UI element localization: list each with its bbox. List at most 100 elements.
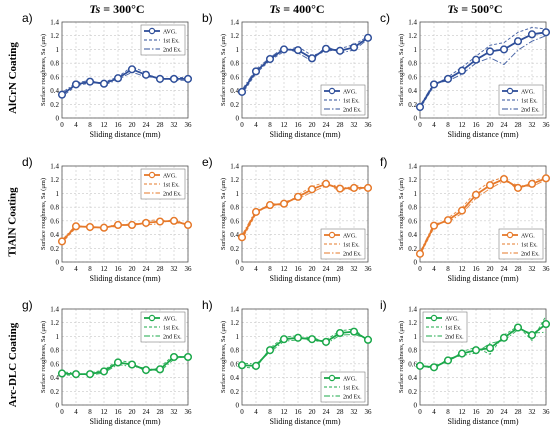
data-point-avg <box>237 361 247 370</box>
x-tick-label: 20 <box>309 121 317 129</box>
y-tick-label: 0.4 <box>230 87 239 95</box>
x-tick-label: 16 <box>473 408 481 416</box>
x-tick-label: 28 <box>337 265 345 273</box>
plot-frame <box>241 308 369 406</box>
panel-letter: i) <box>380 298 387 312</box>
legend-label: 1st Ex. <box>521 242 538 248</box>
y-tick-label: 0.2 <box>408 245 417 253</box>
x-tick-label: 24 <box>501 121 509 129</box>
y-tick-label: 0.6 <box>230 360 239 368</box>
x-tick-label: 12 <box>101 121 109 129</box>
legend-marker <box>148 171 156 179</box>
data-point-avg <box>321 44 331 53</box>
plot-frame <box>241 165 369 263</box>
x-tick-label: 4 <box>254 265 258 273</box>
data-point-avg <box>57 90 67 99</box>
legend-marker <box>328 231 336 239</box>
y-tick-label: 1.4 <box>50 19 59 27</box>
x-tick-label: 24 <box>501 265 509 273</box>
series-line-avg <box>61 219 189 243</box>
x-tick-label: 28 <box>337 408 345 416</box>
x-tick-label: 24 <box>143 265 151 273</box>
data-point-avg <box>141 70 151 79</box>
x-tick-label: 20 <box>487 265 495 273</box>
x-tick-label: 28 <box>157 265 165 273</box>
legend-label: 2nd Ex. <box>521 251 540 257</box>
legend: AVG. 1st Ex. 2nd Ex. <box>140 168 186 200</box>
y-tick-label: 1.4 <box>230 163 239 171</box>
y-tick-label: 1.4 <box>230 306 239 314</box>
series-line-ex1 <box>61 66 188 98</box>
y-tick-label: 1.2 <box>230 32 239 40</box>
data-point-avg <box>307 54 317 63</box>
data-point-avg <box>293 333 303 342</box>
x-tick-label: 36 <box>185 121 193 129</box>
legend: AVG. 1st Ex. 2nd Ex. <box>140 24 186 56</box>
plot-frame <box>61 165 189 263</box>
legend-marker <box>430 314 438 322</box>
data-point-avg <box>429 221 439 230</box>
x-tick-label: 4 <box>74 408 78 416</box>
data-point-avg <box>141 218 151 227</box>
legend-label: 1st Ex. <box>163 182 180 188</box>
y-tick-label: 1.4 <box>230 19 239 27</box>
legend-label: AVG. <box>445 316 459 322</box>
y-tick-label: 1 <box>56 46 60 54</box>
data-point-avg <box>169 74 179 83</box>
data-point-avg <box>99 367 109 376</box>
y-tick-label: 1 <box>414 333 418 341</box>
y-tick-label: 1 <box>236 46 240 54</box>
legend-label: 2nd Ex. <box>163 334 182 340</box>
data-point-avg <box>265 346 275 355</box>
data-point-avg <box>363 335 373 344</box>
legend-label: 2nd Ex. <box>163 47 182 53</box>
legend: AVG. 1st Ex. 2nd Ex. <box>320 228 366 260</box>
legend: AVG. 1st Ex. 2nd Ex. <box>498 228 544 260</box>
x-tick-label: 4 <box>254 408 258 416</box>
y-tick-label: 1 <box>56 333 60 341</box>
x-tick-label: 28 <box>515 408 523 416</box>
x-tick-label: 4 <box>432 121 436 129</box>
x-tick-label: 36 <box>543 265 550 273</box>
x-tick-label: 4 <box>74 121 78 129</box>
data-point-avg <box>499 45 509 54</box>
data-point-avg <box>443 356 453 365</box>
data-point-avg <box>237 87 247 96</box>
x-tick-label: 28 <box>157 121 165 129</box>
data-point-avg <box>155 365 165 374</box>
row-label-alcrn: AlCrN Coating <box>7 42 19 114</box>
x-axis-label: Sliding distance (mm) <box>89 130 160 139</box>
panel-letter: g) <box>22 298 33 312</box>
y-axis-label: Surface roughness, Sa (μm) <box>40 34 47 106</box>
x-tick-label: 32 <box>529 408 537 416</box>
x-tick-label: 0 <box>240 408 244 416</box>
legend-marker <box>506 231 514 239</box>
data-point-avg <box>471 346 481 355</box>
data-point-avg <box>415 102 425 112</box>
legend-box <box>140 311 186 343</box>
data-point-avg <box>279 199 289 208</box>
y-tick-label: 1.2 <box>408 32 417 40</box>
x-tick-label: 36 <box>185 408 193 416</box>
x-axis-label: Sliding distance (mm) <box>89 417 160 426</box>
legend-box <box>320 84 366 116</box>
series-line-avg <box>241 182 368 238</box>
data-point-avg <box>169 352 179 362</box>
data-point-avg <box>349 43 359 52</box>
data-point-avg <box>541 28 550 37</box>
data-point-avg <box>485 344 495 353</box>
x-tick-label: 12 <box>281 121 289 129</box>
legend: AVG. 1st Ex. 2nd Ex. <box>320 371 366 403</box>
column-header-500: Ts = 500°C <box>447 2 503 16</box>
y-tick-label: 1.2 <box>50 176 59 184</box>
legend-label: 2nd Ex. <box>343 394 362 400</box>
y-tick-label: 1.2 <box>408 176 417 184</box>
x-tick-label: 0 <box>240 265 244 273</box>
y-axis-label: Surface roughness, Sa (μm) <box>398 321 405 393</box>
y-tick-label: 1.4 <box>408 163 417 171</box>
data-point-avg <box>527 30 537 39</box>
column-header-300: Ts = 300°C <box>89 2 145 16</box>
x-tick-label: 24 <box>323 265 331 273</box>
x-axis-label: Sliding distance (mm) <box>269 274 340 283</box>
data-point-avg <box>335 328 345 338</box>
